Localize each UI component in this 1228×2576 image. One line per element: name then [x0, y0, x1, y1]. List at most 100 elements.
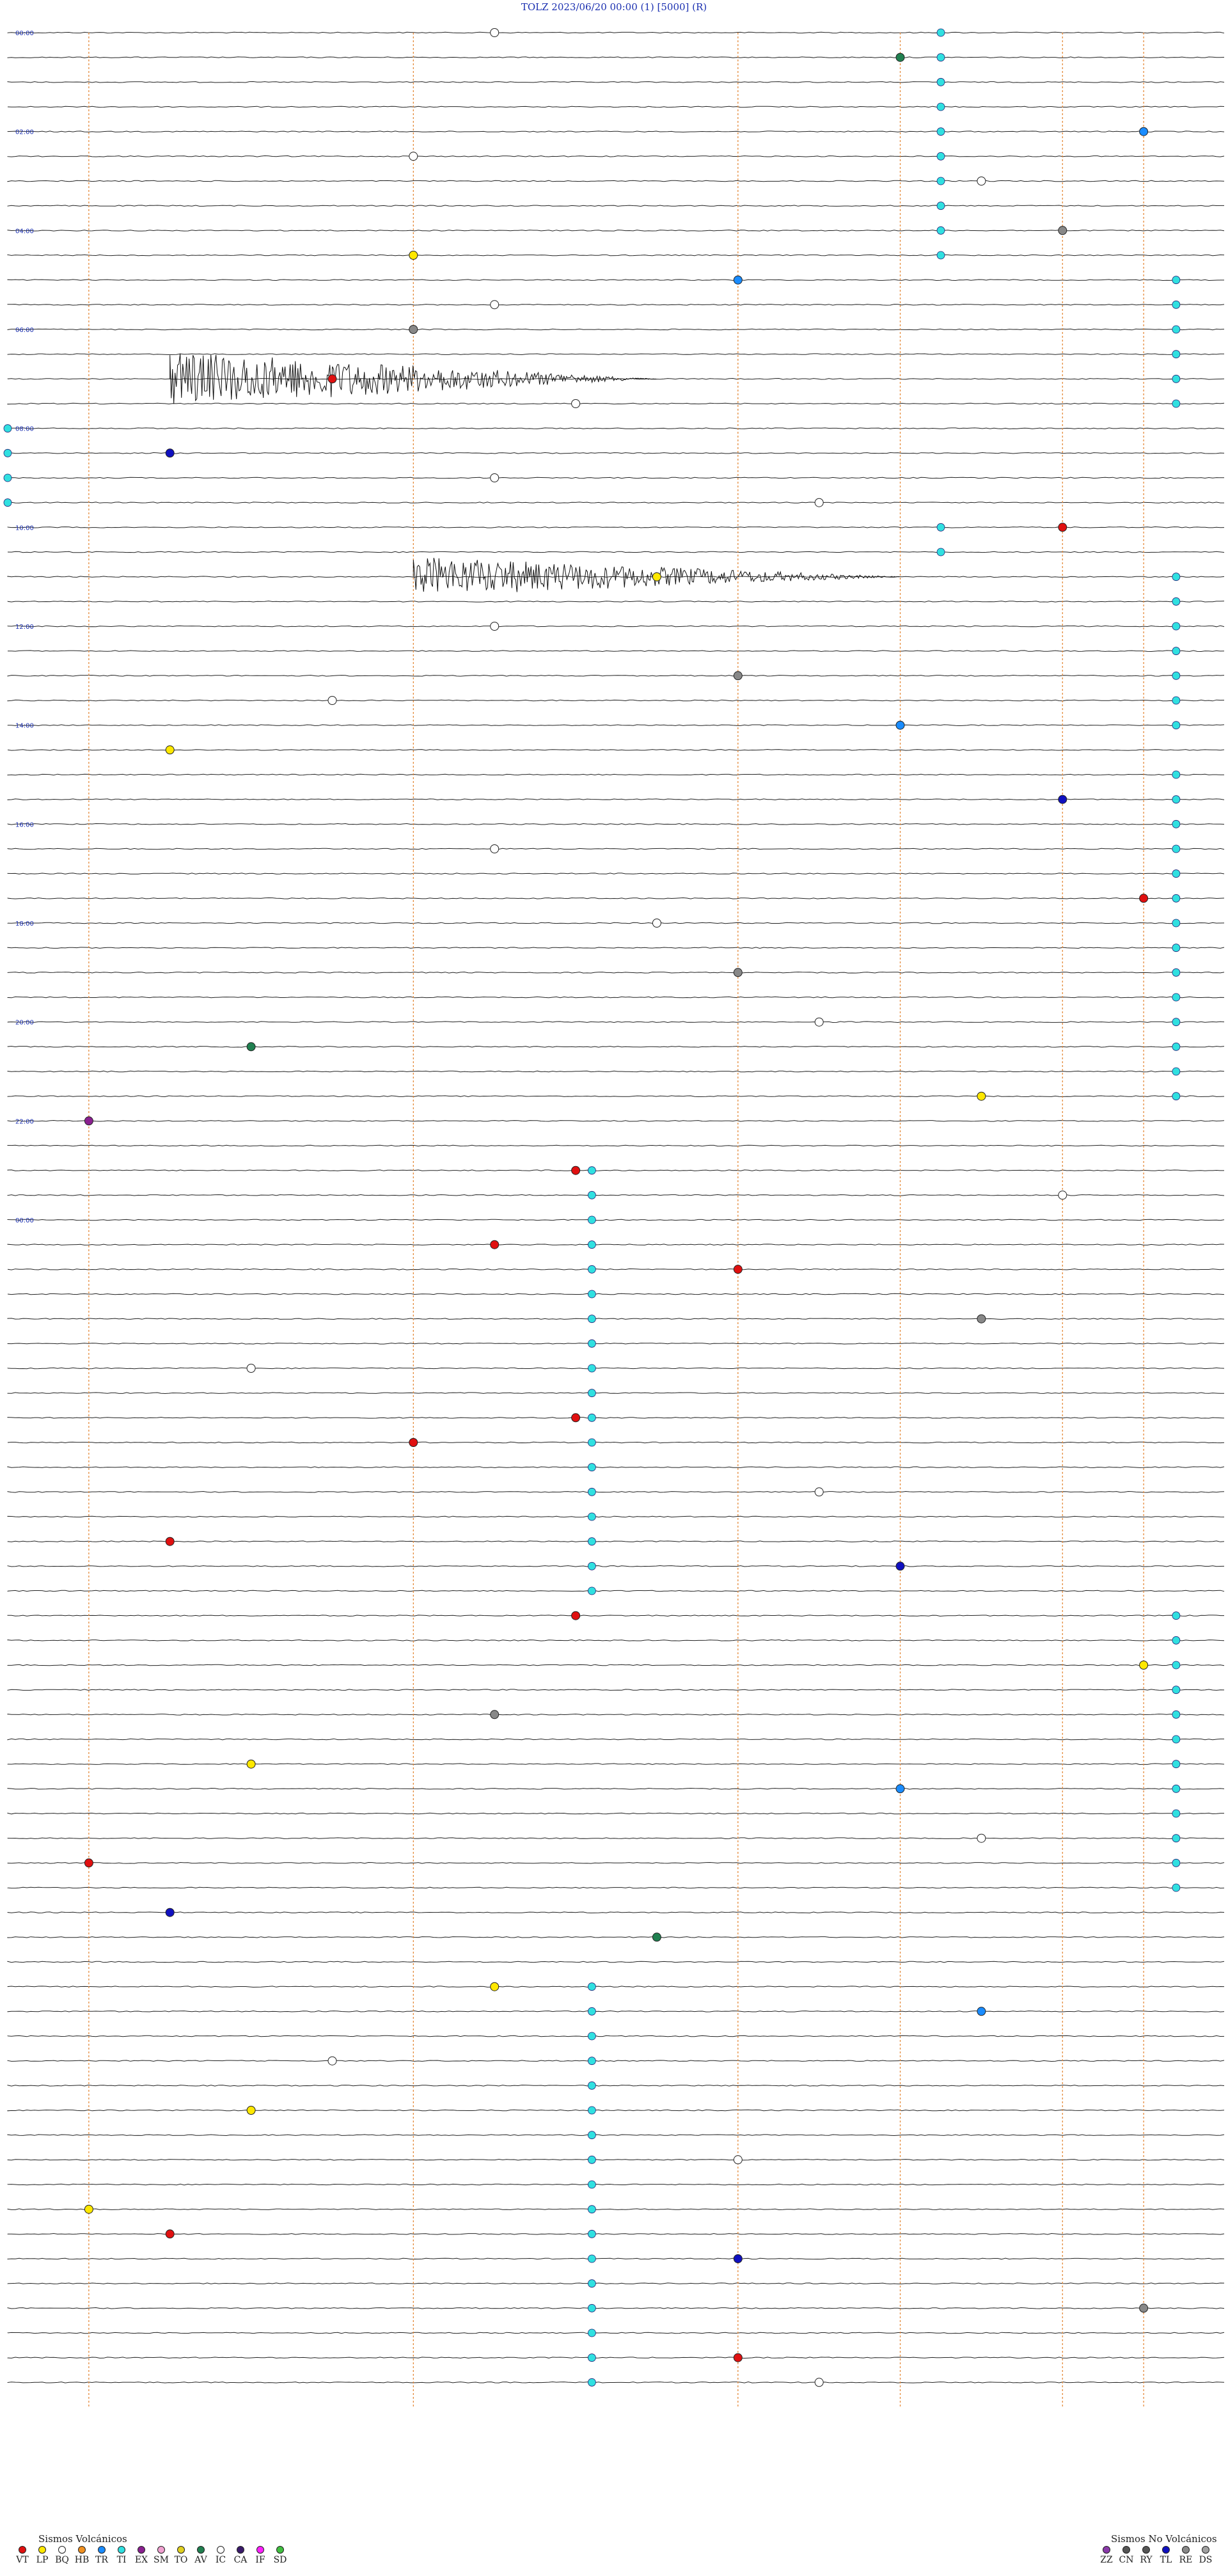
event-marker: [84, 1116, 93, 1126]
legend-code: DS: [1199, 2555, 1213, 2565]
event-marker: [895, 1784, 905, 1794]
trace-row: [7, 155, 1225, 157]
trace-row: [7, 402, 1225, 405]
tremor-marker: [588, 1586, 596, 1595]
event-marker: [733, 671, 743, 681]
legend-swatch: [1162, 2546, 1170, 2554]
legend-volcanic-item-if: IF: [251, 2546, 270, 2565]
legend-swatch: [276, 2546, 284, 2554]
event-marker: [490, 1982, 500, 1991]
trace-row: [7, 1911, 1225, 1914]
tremor-marker: [3, 448, 12, 457]
event-marker: [895, 720, 905, 730]
event-marker: [490, 1710, 500, 1719]
trace-row: [7, 1590, 1225, 1592]
tremor-marker: [1172, 300, 1181, 309]
event-marker: [977, 1314, 986, 1324]
trace-row: [7, 1812, 1224, 1815]
tremor-marker: [1172, 944, 1181, 952]
tremor-marker: [1172, 1710, 1181, 1719]
tremor-marker: [1172, 721, 1181, 730]
event-marker: [409, 152, 418, 161]
tremor-marker: [1172, 374, 1181, 383]
tremor-marker: [1172, 671, 1181, 680]
legend-volcanic-item-vt: VT: [13, 2546, 32, 2565]
hour-label: 00:00: [15, 30, 34, 37]
tremor-marker: [588, 2254, 596, 2263]
event-marker: [409, 1438, 418, 1447]
legend-code: EX: [134, 2555, 148, 2565]
event-marker: [165, 745, 175, 755]
event-marker: [490, 473, 500, 482]
tremor-marker: [588, 1339, 596, 1348]
trace-row: [7, 748, 1225, 751]
event-marker: [977, 1833, 986, 1843]
trace-row: [7, 1095, 1225, 1098]
trace-row: [7, 1416, 1225, 1419]
legend-nonvolcanic-item-re: RE: [1176, 2546, 1195, 2565]
trace-row: [7, 1986, 1225, 1988]
tremor-marker: [1172, 894, 1181, 903]
tremor-marker: [588, 1190, 596, 1199]
trace-row: [7, 2134, 1225, 2137]
tremor-marker: [1172, 1883, 1181, 1892]
large-event-waveform: [169, 353, 656, 404]
event-marker: [409, 325, 418, 334]
trace-row: [7, 526, 1225, 528]
legend-swatch: [157, 2546, 165, 2554]
legend-volcanic: Sismos Volcánicos VT LP BQ HB TR TI EX SM TO AV IC…: [13, 2533, 307, 2572]
event-marker: [327, 374, 337, 384]
tremor-marker: [936, 251, 945, 260]
tremor-marker: [1172, 869, 1181, 878]
trace-row: [7, 1342, 1225, 1345]
tremor-marker: [588, 2303, 596, 2312]
trace-row: [7, 1268, 1225, 1270]
tremor-marker: [1172, 1809, 1181, 1818]
legend-swatch: [118, 2546, 125, 2554]
tremor-marker: [588, 2057, 596, 2066]
tremor-marker: [1172, 1018, 1181, 1027]
tremor-marker: [1172, 1042, 1181, 1051]
tremor-marker: [588, 1463, 596, 1472]
tremor-marker: [1172, 325, 1181, 334]
legend-swatch: [58, 2546, 66, 2554]
tremor-marker: [3, 473, 12, 482]
tremor-marker: [588, 2155, 596, 2164]
trace-row: [7, 551, 1225, 553]
tremor-marker: [588, 2279, 596, 2288]
legend-code: TL: [1160, 2555, 1172, 2565]
legend-volcanic-item-lp: LP: [33, 2546, 52, 2565]
tremor-marker: [588, 2205, 596, 2214]
trace-row: [7, 1293, 1225, 1295]
tremor-marker: [1172, 399, 1181, 408]
trace-row: [7, 229, 1225, 232]
tremor-marker: [936, 523, 945, 532]
chart-title: TOLZ 2023/06/20 00:00 (1) [5000] (R): [521, 1, 707, 13]
trace-row: [7, 81, 1225, 83]
event-marker: [490, 1240, 500, 1249]
trace-row: [7, 650, 1225, 652]
hour-label: 14:00: [15, 723, 34, 730]
tremor-marker: [1172, 622, 1181, 631]
trace-row: [7, 452, 1225, 454]
tremor-marker: [1172, 1636, 1181, 1645]
legend-swatch: [138, 2546, 145, 2554]
trace-row: [7, 1540, 1225, 1543]
legend-volcanic-item-bq: BQ: [52, 2546, 72, 2565]
event-marker: [977, 177, 986, 186]
event-marker: [733, 2254, 743, 2263]
event-marker: [1139, 1661, 1149, 1670]
tremor-marker: [936, 77, 945, 86]
trace-row: [7, 897, 1225, 899]
legend-swatch: [197, 2546, 205, 2554]
trace-row: [7, 180, 1225, 182]
event-marker: [409, 251, 418, 260]
event-marker: [84, 2204, 93, 2214]
legend-code: ZZ: [1100, 2555, 1113, 2565]
event-marker: [246, 2106, 256, 2115]
tremor-marker: [3, 424, 12, 433]
tremor-marker: [588, 1315, 596, 1324]
legend-volcanic-item-ic: IC: [211, 2546, 230, 2565]
trace-row: [7, 477, 1224, 479]
event-marker: [895, 1561, 905, 1571]
